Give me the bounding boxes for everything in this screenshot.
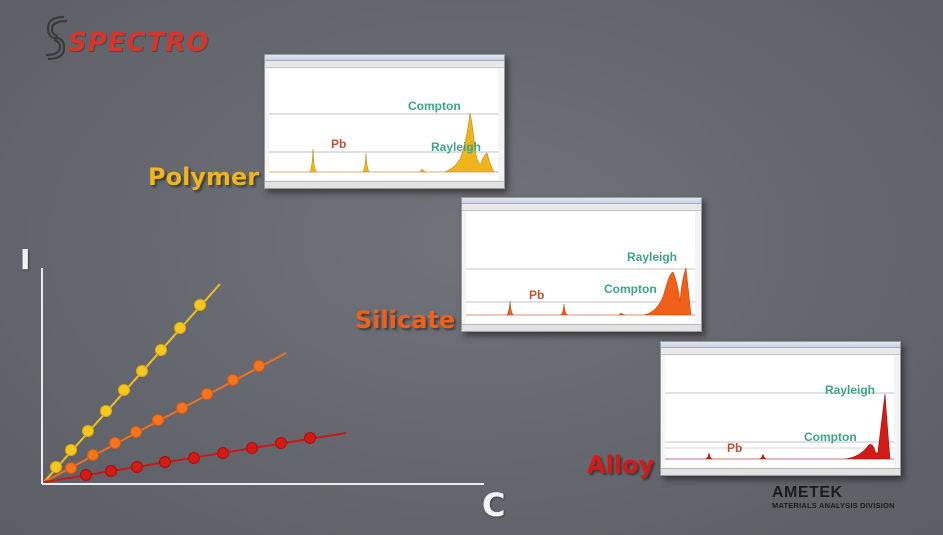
- window-statusbar: [265, 181, 504, 188]
- data-point: [194, 299, 206, 311]
- data-point: [174, 322, 186, 334]
- data-point: [65, 444, 77, 456]
- pb-peak-label: Pb: [727, 441, 743, 455]
- spectro-emblem-icon: [45, 15, 68, 61]
- window-titlebar: [265, 55, 504, 61]
- polymer-spectrum-window: Pb Compton Rayleigh: [264, 54, 505, 189]
- x-axis-label: C: [482, 486, 506, 524]
- data-point: [188, 452, 200, 464]
- spectro-logo: SPECTRO: [44, 14, 224, 64]
- spectrum-plot: Pb Compton Rayleigh: [466, 212, 695, 323]
- window-titlebar: [661, 342, 900, 348]
- data-point: [130, 426, 142, 438]
- window-toolbar: [462, 204, 701, 211]
- data-point: [227, 374, 239, 386]
- data-point: [100, 405, 112, 417]
- silicate-label: Silicate: [355, 306, 456, 334]
- window-statusbar: [661, 468, 900, 475]
- window-statusbar: [462, 324, 701, 331]
- ametek-division: MATERIALS ANALYSIS DIVISION: [772, 501, 895, 510]
- y-axis-label: I: [20, 243, 31, 276]
- data-point: [65, 462, 77, 474]
- window-toolbar: [661, 348, 900, 355]
- data-point: [82, 425, 94, 437]
- data-point: [304, 432, 316, 444]
- rayleigh-peak-label: Rayleigh: [627, 250, 678, 264]
- ametek-logo: AMETEK MATERIALS ANALYSIS DIVISION: [772, 484, 912, 510]
- data-point: [131, 461, 143, 473]
- polymer-label: Polymer: [148, 163, 260, 191]
- compton-peak-label: Compton: [804, 430, 857, 444]
- data-point: [159, 456, 171, 468]
- data-point: [80, 469, 92, 481]
- data-point: [201, 388, 213, 400]
- data-point: [155, 344, 167, 356]
- spectro-wordmark: SPECTRO: [68, 28, 210, 58]
- data-point: [152, 414, 164, 426]
- alloy-label: Alloy: [587, 451, 655, 479]
- window-toolbar: [265, 61, 504, 68]
- pb-peak-label: Pb: [529, 288, 545, 302]
- silicate-spectrum-window: Pb Compton Rayleigh: [461, 197, 702, 332]
- data-point: [87, 449, 99, 461]
- data-point: [109, 437, 121, 449]
- ametek-wordmark: AMETEK: [772, 484, 843, 501]
- rayleigh-peak-label: Rayleigh: [825, 383, 876, 397]
- spectrum-plot: Pb Compton Rayleigh: [665, 356, 894, 467]
- data-point: [50, 461, 62, 473]
- data-point: [176, 402, 188, 414]
- data-point: [253, 360, 265, 372]
- data-point: [217, 447, 229, 459]
- silicate-calibration-line: [43, 352, 287, 483]
- data-point: [118, 384, 130, 396]
- alloy-spectrum-window: Pb Compton Rayleigh: [660, 341, 901, 476]
- compton-peak-label: Compton: [604, 282, 657, 296]
- window-titlebar: [462, 198, 701, 204]
- pb-peak-label: Pb: [331, 137, 347, 151]
- data-point: [136, 365, 148, 377]
- data-point: [105, 465, 117, 477]
- spectrum-plot: Pb Compton Rayleigh: [269, 69, 498, 180]
- compton-peak-label: Compton: [408, 99, 461, 113]
- polymer-calibration-line: [43, 283, 221, 483]
- data-point: [246, 442, 258, 454]
- rayleigh-peak-label: Rayleigh: [431, 140, 482, 154]
- alloy-calibration-line: [43, 432, 347, 483]
- data-point: [275, 437, 287, 449]
